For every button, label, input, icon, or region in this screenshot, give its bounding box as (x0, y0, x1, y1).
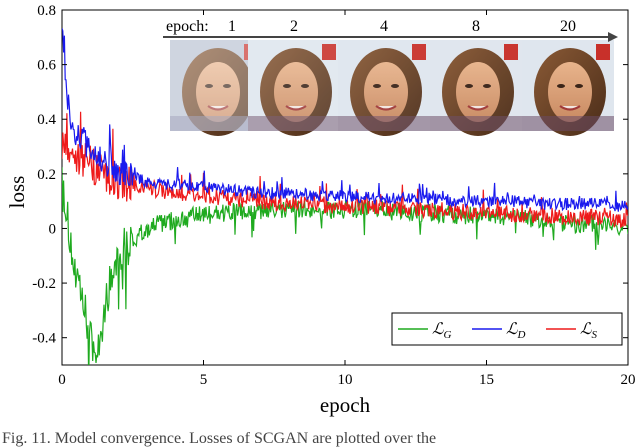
inset-epoch-label: 20 (560, 18, 576, 35)
face-thumbnail (248, 40, 340, 136)
legend-items: ℒG ℒD ℒS (398, 321, 598, 341)
figure-caption: Fig. 11. Model convergence. Losses of SC… (2, 430, 437, 447)
legend-label: ℒS (580, 321, 598, 341)
y-tick-label: 0.8 (37, 3, 56, 19)
face-skin (196, 62, 240, 122)
x-tick-label: 20 (621, 372, 636, 388)
y-tick-label: -0.4 (32, 331, 56, 347)
y-tick-label: 0 (49, 221, 57, 237)
face-eye-left (465, 84, 473, 88)
face-thumbnail (338, 40, 430, 136)
face-bg-sign (322, 44, 336, 60)
y-tick-label: 0.4 (37, 112, 56, 128)
face-blur-overlay (430, 40, 522, 131)
face-eye-left (205, 84, 213, 88)
y-tick-label: 0.2 (37, 167, 56, 183)
inset-epoch-label: 2 (290, 18, 298, 35)
face-eye-left (283, 84, 291, 88)
legend-box (391, 312, 623, 346)
inset-epoch-label: 8 (472, 18, 480, 35)
face-blur-overlay (170, 40, 262, 131)
face-skin (548, 62, 592, 122)
series-line-l-s (62, 111, 628, 229)
face-shoulder (338, 116, 430, 131)
face-skin (364, 62, 408, 122)
face-skin (274, 62, 318, 122)
y-tick-label: -0.2 (32, 276, 56, 292)
face-skin (456, 62, 500, 122)
inset-epoch-prefix: epoch: (166, 18, 209, 35)
legend-label: ℒG (432, 321, 452, 341)
face-eye-right (301, 84, 309, 88)
face-blur-overlay (248, 40, 340, 131)
face-eye-right (223, 84, 231, 88)
face-eye-right (575, 84, 583, 88)
inset-arrow-head (608, 32, 618, 42)
face-mouth (559, 105, 581, 111)
face-bg-sign (412, 44, 426, 60)
inset-labels-layer: 1 2 4 8 20 (228, 18, 576, 35)
y-tick-label: 0.6 (37, 58, 56, 74)
face-thumbnail (522, 40, 614, 136)
face-eye-left (557, 84, 565, 88)
x-tick-label: 0 (58, 372, 66, 388)
face-shoulder (522, 116, 614, 131)
legend-label: ℒD (506, 321, 526, 341)
legend-label-sub: S (592, 329, 598, 341)
face-bg-sign (596, 44, 610, 60)
ticks-layer: 0 5 10 15 20 -0.4 -0.2 0 0.2 0.4 0.6 0.8 (32, 3, 635, 388)
face-eye-right (483, 84, 491, 88)
legend-label-main: ℒ (580, 321, 592, 338)
x-tick-label: 10 (338, 372, 353, 388)
inset-epoch-label: 4 (380, 18, 388, 35)
face-eye-right (391, 84, 399, 88)
face-thumbnail (170, 40, 262, 136)
face-shoulder (430, 116, 522, 131)
x-tick-label: 5 (200, 372, 208, 388)
x-tick-label: 15 (479, 372, 494, 388)
face-bg-sign (504, 44, 518, 60)
legend-label-main: ℒ (432, 321, 444, 338)
face-mouth (467, 105, 489, 111)
face-mouth (375, 105, 397, 111)
loss-chart: 0 5 10 15 20 -0.4 -0.2 0 0.2 0.4 0.6 0.8 epoch: 1 2 4… (5, 3, 636, 417)
x-axis-title: epoch (320, 393, 371, 417)
face-mouth (285, 105, 307, 111)
y-axis-title: loss (5, 176, 29, 209)
face-eye-left (373, 84, 381, 88)
inset-epoch-label: 1 (228, 18, 236, 35)
face-thumbnail (430, 40, 522, 136)
series-line-l-d (62, 28, 628, 212)
face-mouth (207, 105, 229, 111)
face-shoulder (170, 116, 262, 131)
face-blur-overlay (338, 40, 430, 131)
legend-label-sub: D (517, 329, 526, 341)
faces-layer (170, 40, 614, 136)
legend: ℒG ℒD ℒS (391, 312, 623, 346)
legend-label-sub: G (444, 329, 452, 341)
face-shoulder (248, 116, 340, 131)
inset-face-strip: epoch: 1 2 4 8 20 (163, 18, 618, 136)
series-layer (62, 28, 628, 365)
legend-label-main: ℒ (506, 321, 518, 338)
